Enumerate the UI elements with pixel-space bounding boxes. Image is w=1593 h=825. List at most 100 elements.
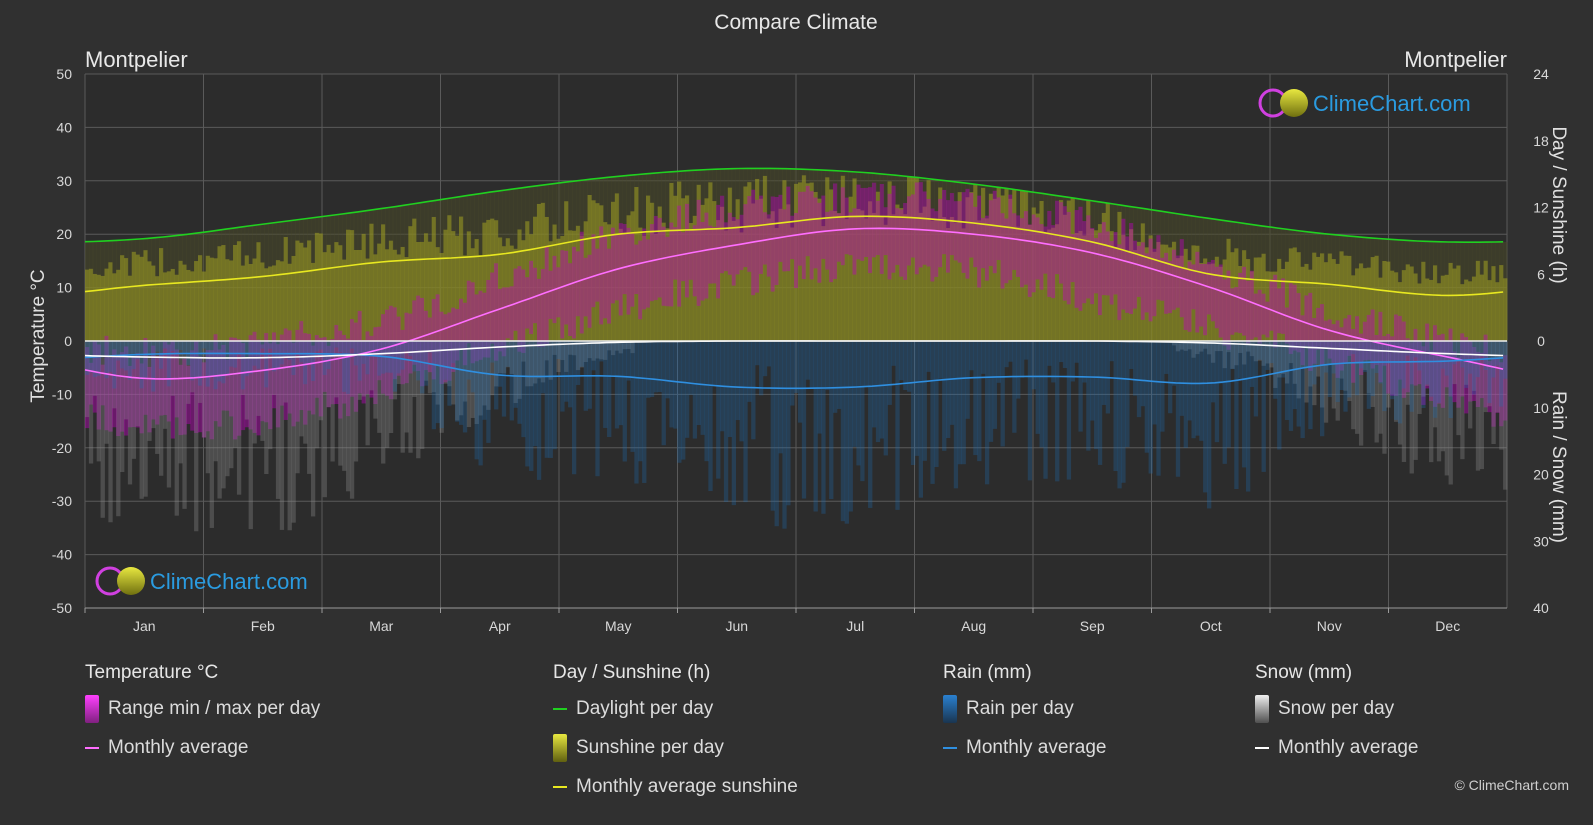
sunshine-bar (536, 203, 542, 341)
rain-bar (879, 341, 885, 439)
sunshine-bar (766, 218, 772, 341)
rain-bar (1164, 341, 1169, 374)
temp-range-bar (127, 365, 133, 428)
sunshine-bar (236, 241, 242, 341)
snow-bar (349, 341, 355, 499)
temp-range-bar (244, 358, 250, 428)
snow-bar (1347, 341, 1352, 402)
rain-bar (587, 341, 592, 409)
snow-bar (478, 341, 483, 416)
temp-range-bar (755, 199, 760, 293)
snow-bar (462, 341, 468, 402)
sunshine-bar (1444, 274, 1449, 341)
sunshine-bar (1066, 200, 1072, 341)
temp-range-bar (470, 282, 475, 364)
sunshine-bar (649, 202, 655, 341)
snow-bar (104, 341, 109, 444)
sunshine-bar (1312, 252, 1317, 341)
sunshine-bar (1460, 284, 1465, 341)
temp-range-bar (462, 302, 468, 366)
rain-bar (681, 341, 686, 460)
sunshine-avg-line (84, 215, 1504, 297)
sunshine-bar (739, 232, 744, 341)
sunshine-bar (1319, 253, 1325, 341)
temp-range-bar (1222, 279, 1227, 346)
temp-range-bar (1308, 292, 1313, 371)
rain-bar (365, 341, 370, 375)
snow-bar (213, 341, 218, 462)
temp-range-bar (501, 287, 507, 357)
snow-bar (599, 341, 604, 360)
watermark-text-top: ClimeChart.com (1313, 91, 1471, 116)
snow-bar (240, 341, 246, 395)
sunshine-bar (295, 240, 300, 341)
rain-bar (96, 341, 101, 376)
rain-bar (1436, 341, 1442, 403)
snow-bar (607, 341, 612, 351)
sunshine-bar (186, 269, 191, 341)
sunshine-bar (272, 265, 277, 341)
sunshine-bar (926, 180, 931, 341)
temp-range-bar (353, 322, 359, 412)
legend-label: Range min / max per day (108, 698, 321, 719)
rain-bar (844, 341, 849, 524)
sunshine-bar (155, 276, 160, 341)
temp-range-bar (291, 342, 296, 427)
y-right-bottom-tick-label: 30 (1533, 533, 1549, 549)
snow-bar (560, 341, 565, 361)
sunshine-bar (996, 187, 1001, 341)
rain-bar (1055, 341, 1060, 482)
rain-bar (1047, 341, 1052, 366)
snow-bar (1390, 341, 1395, 394)
temp-range-bar (268, 343, 273, 430)
sunshine-bar (201, 271, 207, 341)
snow-bar (630, 341, 635, 354)
y-left-tick-label: -10 (52, 386, 72, 402)
temp-range-bar (981, 217, 986, 269)
temp-range-bar (914, 182, 920, 275)
rain-bar (1218, 341, 1223, 384)
rain-bar (166, 341, 172, 387)
rain-bar (1491, 341, 1496, 378)
temp-range-bar (361, 340, 366, 404)
temp-range-bar (778, 194, 783, 262)
rain-bar (299, 341, 304, 363)
temp-range-bar (743, 204, 748, 268)
sunshine-bar (1417, 283, 1422, 341)
y-left-tick-label: 40 (56, 119, 72, 135)
rain-bar (1374, 341, 1379, 373)
sunshine-bar (704, 198, 709, 341)
snow-bar (178, 341, 183, 464)
daylight-line (84, 167, 1504, 243)
rain-bar (1413, 341, 1418, 358)
rain-bar (1020, 341, 1025, 378)
rain-bar (899, 341, 904, 381)
snow-bar (209, 341, 214, 528)
x-tick-label: Sep (1080, 618, 1105, 634)
sunshine-bar (310, 262, 316, 341)
legend-item-rain: Rain per day (943, 695, 1106, 723)
sunshine-bar (1191, 245, 1196, 341)
snow-bar (1339, 341, 1344, 379)
temp-range-bar (303, 333, 308, 425)
rain-bar (1195, 341, 1200, 436)
snow-bar (1440, 341, 1446, 452)
sunshine-bar (108, 262, 113, 341)
sunshine-bar (135, 254, 140, 341)
legend-temperature: Temperature °C Range min / max per day M… (85, 662, 320, 776)
rain-bar (790, 341, 795, 406)
temp-range-bar (868, 187, 873, 274)
x-tick-label: Jan (133, 618, 156, 634)
snow-bar (120, 341, 125, 472)
snow-bar (264, 341, 269, 475)
temp-range-bar (568, 263, 573, 337)
snow-bar (1374, 341, 1379, 443)
temp-range-bar (1226, 270, 1231, 350)
sunshine-bar (412, 218, 417, 341)
temp-range-bar (1355, 316, 1360, 364)
temp-range-bar (1491, 358, 1496, 427)
rain-bar (642, 341, 647, 483)
snow-bar (1308, 341, 1313, 387)
sunshine-bar (1136, 241, 1142, 341)
rain-bar (992, 341, 998, 429)
